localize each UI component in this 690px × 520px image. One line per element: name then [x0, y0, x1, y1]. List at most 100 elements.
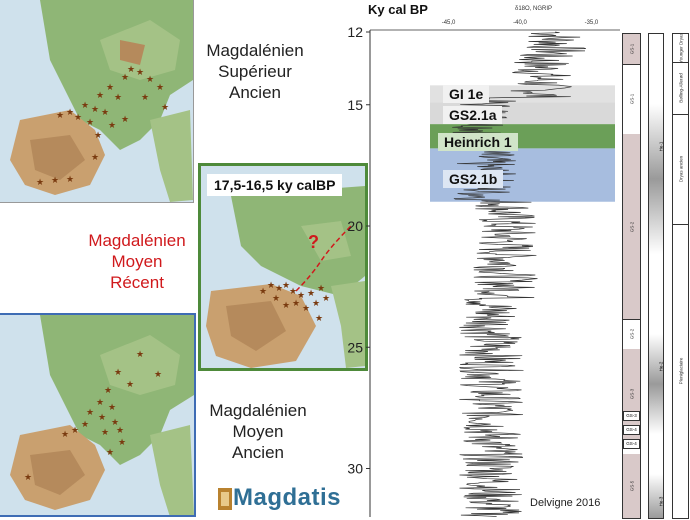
d18o-chart: 12 15 20 25 30 -45,0 -40,0 -35,0 — [347, 20, 620, 517]
svg-text:★: ★ — [86, 117, 94, 127]
period-cell: Bølling-Allerød — [673, 62, 688, 115]
svg-text:★: ★ — [106, 82, 114, 92]
gs-box: GS-3 — [623, 411, 640, 421]
svg-text:★: ★ — [114, 92, 122, 102]
svg-text:★: ★ — [136, 349, 144, 359]
svg-text:★: ★ — [154, 369, 162, 379]
svg-text:★: ★ — [106, 447, 114, 457]
svg-text:★: ★ — [146, 74, 154, 84]
svg-text:★: ★ — [111, 417, 119, 427]
he-label: He-2 — [658, 361, 664, 372]
logo-text: Magdatis — [233, 484, 342, 511]
y-tick-label: 30 — [347, 461, 363, 477]
he-gradient — [649, 334, 663, 434]
period-cell: Younger Dryas — [673, 33, 688, 63]
x-ticks: -45,0 -40,0 -35,0 — [442, 20, 599, 26]
band-label-gi1e: GI 1e — [443, 85, 490, 103]
phase-line: Magdalénien — [206, 41, 304, 60]
site-markers: ★ ★★★ ★ ★★★ ★ ★★★ ★★★ — [259, 280, 330, 323]
svg-text:★: ★ — [275, 283, 283, 293]
svg-text:★: ★ — [56, 110, 64, 120]
he-gradient — [649, 104, 663, 254]
he-label: He-1 — [658, 141, 664, 152]
site-markers: ★★ ★★ ★★ ★★ ★ ★★★ ★★★★ ★★ — [24, 349, 162, 482]
svg-text:★: ★ — [94, 130, 102, 140]
svg-text:★: ★ — [81, 100, 89, 110]
svg-text:★: ★ — [101, 107, 109, 117]
svg-text:★: ★ — [51, 175, 59, 185]
y-ticks: 12 15 20 25 30 — [347, 24, 370, 477]
svg-text:★: ★ — [66, 174, 74, 184]
phase-line: Supérieur — [218, 62, 292, 81]
phase-line: Ancien — [229, 83, 281, 102]
svg-text:★: ★ — [24, 472, 32, 482]
svg-text:★: ★ — [136, 67, 144, 77]
svg-text:★: ★ — [121, 72, 129, 82]
svg-text:★: ★ — [161, 102, 169, 112]
period-cell: Dryas ancien — [673, 114, 688, 225]
svg-text:★: ★ — [317, 283, 325, 293]
phase-line: Magdalénien — [209, 401, 307, 420]
x-tick-label: -40,0 — [513, 20, 527, 26]
magdatis-logo: Magdatis — [215, 483, 341, 515]
svg-text:★: ★ — [81, 419, 89, 429]
svg-text:★: ★ — [282, 280, 290, 290]
svg-text:★: ★ — [108, 402, 116, 412]
svg-text:★: ★ — [104, 385, 112, 395]
phase-line: Magdalénien — [88, 231, 186, 250]
y-tick-label: 20 — [347, 218, 363, 234]
svg-text:★: ★ — [282, 300, 290, 310]
svg-text:★: ★ — [302, 303, 310, 313]
svg-text:★: ★ — [267, 280, 275, 290]
svg-text:★: ★ — [66, 107, 74, 117]
svg-text:★: ★ — [74, 112, 82, 122]
svg-text:★: ★ — [96, 90, 104, 100]
map-moyen-ancien: ★ ★ ★ ★ ★ ★ ★ ★ ★ ★ ★ ★ ★ ★ ★ ★ ★ ★ — [0, 313, 196, 517]
he-gradient — [649, 474, 663, 518]
svg-text:★: ★ — [127, 64, 135, 74]
x-axis-label: δ18O, NGRIP — [515, 6, 553, 12]
svg-text:★: ★ — [156, 82, 164, 92]
x-tick-label: -35,0 — [585, 20, 599, 26]
svg-text:★: ★ — [61, 429, 69, 439]
gs-box: GS-4 — [623, 425, 640, 435]
period-cell: Pleniglaciaire — [678, 357, 683, 385]
phase-line: Moyen — [111, 252, 163, 271]
svg-text:★: ★ — [96, 397, 104, 407]
svg-text:★: ★ — [126, 379, 134, 389]
y-axis-label: Ky cal BP — [368, 2, 428, 17]
heinrich-column: He-1 He-2 He-3 — [648, 33, 664, 519]
map-superieur-ancien-image — [0, 0, 193, 202]
phase-line: Récent — [110, 273, 164, 292]
gs-cell: GS-1 — [623, 64, 640, 135]
svg-text:★: ★ — [98, 412, 106, 422]
svg-text:★: ★ — [312, 298, 320, 308]
svg-text:★: ★ — [292, 298, 300, 308]
svg-text:★: ★ — [116, 425, 124, 435]
svg-text:★: ★ — [259, 286, 267, 296]
y-tick-label: 15 — [347, 97, 363, 113]
gs-stage-column: GS-1 GS-1 GS-2 GS-2 GS-3 GS-3 GS-4 GS-4 … — [622, 33, 641, 519]
svg-text:★: ★ — [114, 367, 122, 377]
phase-line: Moyen — [232, 422, 284, 441]
phase-line: Ancien — [232, 443, 284, 462]
y-tick-label: 12 — [347, 24, 363, 40]
he-label: He-3 — [658, 496, 664, 507]
svg-text:★: ★ — [108, 120, 116, 130]
map-superieur-ancien: ★ ★ ★ ★ ★ ★ ★ ★ ★ ★ ★ ★ ★ ★ ★ ★ ★ ★ ★ ★ ★ ★ ★ ★ — [0, 0, 194, 203]
svg-text:★: ★ — [307, 288, 315, 298]
gs-cell: GS-2 — [623, 319, 640, 350]
band-label-gs21a: GS2.1a — [443, 106, 503, 124]
svg-text:★: ★ — [101, 427, 109, 437]
band-label-heinrich1: Heinrich 1 — [438, 133, 518, 151]
svg-text:★: ★ — [141, 92, 149, 102]
svg-text:★: ★ — [91, 104, 99, 114]
band-label-gs21b: GS2.1b — [443, 170, 504, 188]
map-moyen-recent: ★ ★ ★ ★ ★ ★ ★ ★ ★ ★ ★ ★ ★ ★ ★ 17,5-16,5 ky calBP ? — [198, 163, 368, 371]
phase-label-moyen-ancien: Magdalénien Moyen Ancien — [193, 400, 323, 463]
gs-box: GS-4 — [623, 439, 640, 449]
site-markers: ★ ★ ★ ★ ★★ ★★ ★ ★ ★★ ★ ★ ★★ ★★ ★★ ★ ★ ★★ — [36, 64, 169, 187]
d18o-series-line — [452, 31, 587, 517]
svg-text:★: ★ — [315, 313, 323, 323]
svg-text:★: ★ — [91, 152, 99, 162]
